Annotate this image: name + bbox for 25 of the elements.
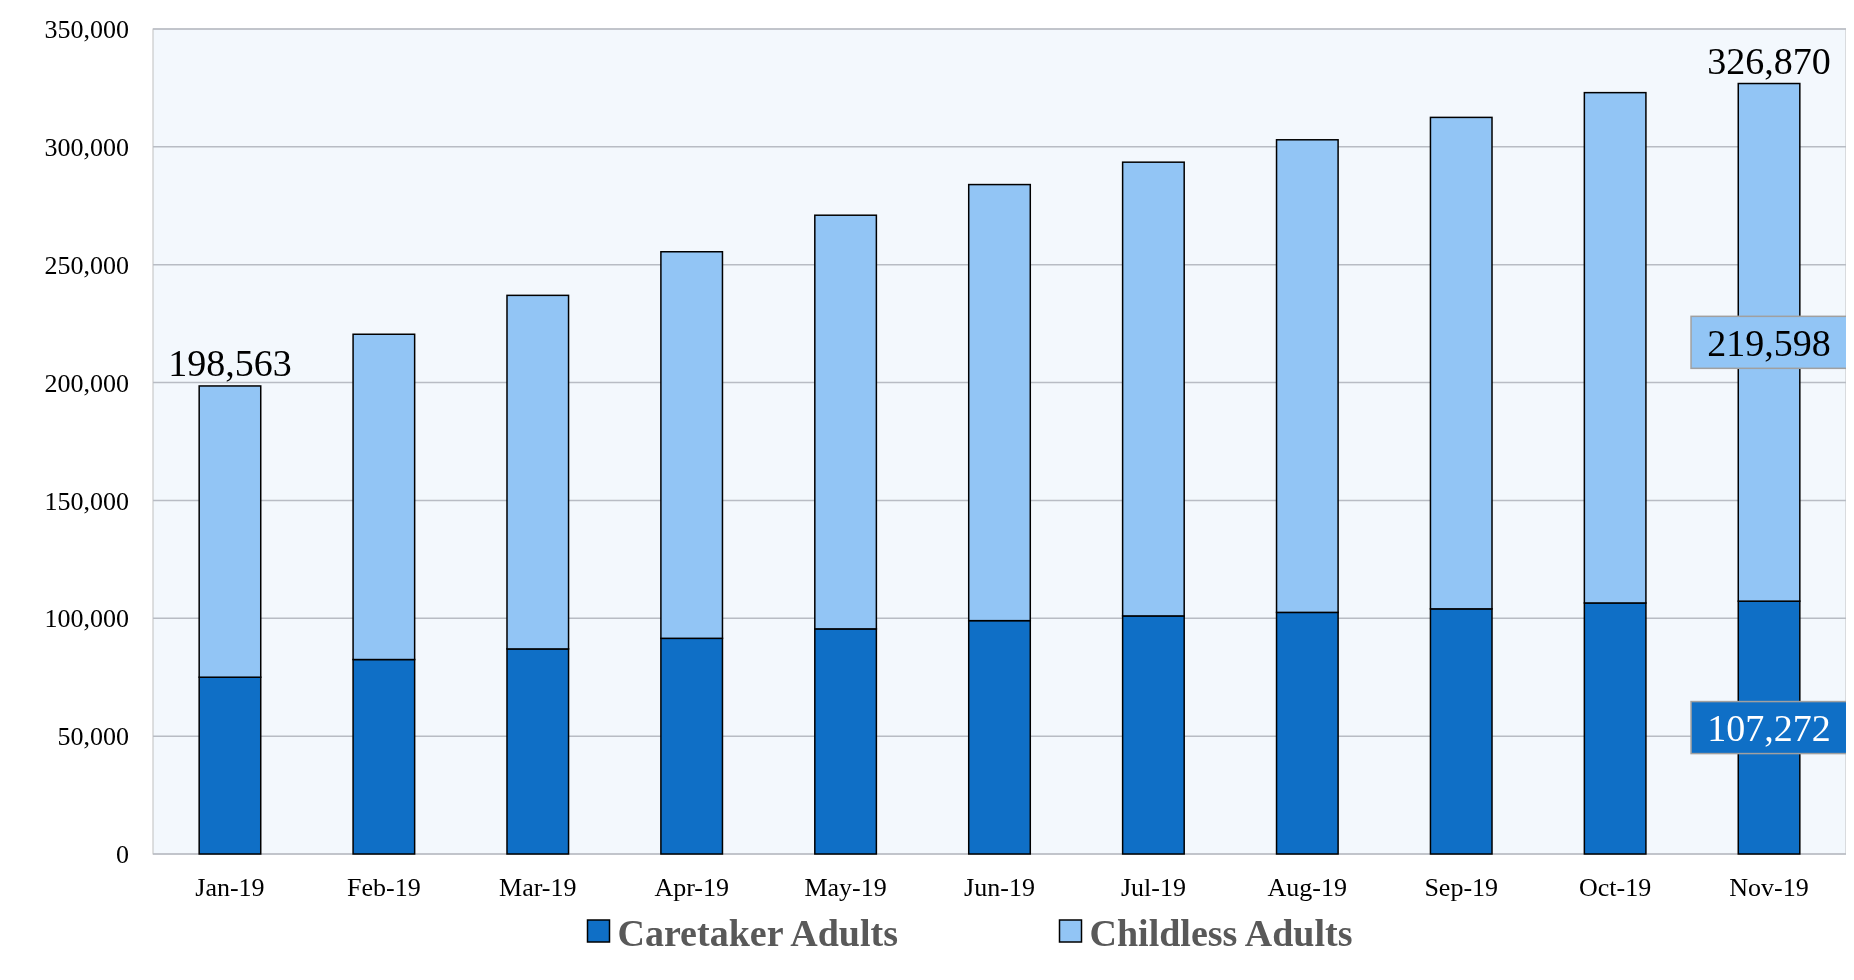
total-label: 326,870 [1707, 39, 1831, 82]
x-tick-label: Apr-19 [654, 873, 729, 902]
total-label: 198,563 [168, 341, 292, 384]
x-tick-label: Feb-19 [347, 873, 421, 902]
x-tick-label: Sep-19 [1424, 873, 1499, 902]
y-tick-label: 200,000 [44, 368, 129, 398]
data-label: 219,598 [1707, 321, 1831, 364]
x-tick-label: Jul-19 [1120, 873, 1186, 902]
y-tick-label: 100,000 [44, 604, 129, 634]
x-tick-label: May-19 [804, 873, 887, 902]
x-tick-label: Nov-19 [1729, 873, 1809, 902]
y-tick-label: 0 [116, 840, 129, 870]
legend-label: Caretaker Adults [617, 912, 898, 955]
y-tick-label: 300,000 [44, 132, 129, 162]
x-tick-label: Jun-19 [964, 873, 1035, 902]
y-tick-label: 250,000 [44, 250, 129, 280]
data-label: 107,272 [1707, 706, 1831, 749]
x-tick-label: Jan-19 [195, 873, 265, 902]
y-tick-label: 50,000 [57, 722, 129, 752]
x-tick-label: Aug-19 [1267, 873, 1348, 902]
legend-label: Childless Adults [1089, 912, 1353, 955]
y-tick-label: 150,000 [44, 486, 129, 516]
x-tick-label: Oct-19 [1579, 873, 1652, 902]
x-tick-label: Mar-19 [499, 873, 577, 902]
y-tick-label: 350,000 [44, 15, 129, 45]
